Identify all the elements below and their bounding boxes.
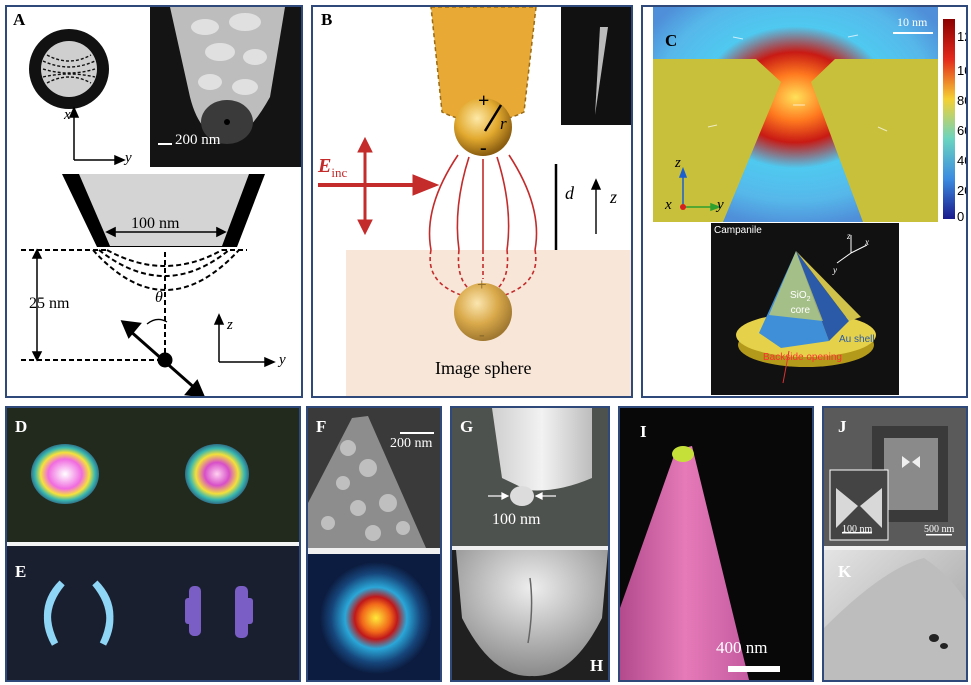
scale-label: 100 nm <box>492 511 541 528</box>
panel-label-j: J <box>838 417 847 436</box>
tip-sem-image <box>150 7 301 167</box>
colorbar-tick-6: 0 <box>957 209 965 224</box>
charge-minus-top: - <box>480 137 487 159</box>
aperture-schematic <box>21 174 276 396</box>
panel-a: A 200 nm x y <box>5 5 303 398</box>
axis-x-label: x <box>665 197 672 213</box>
scale-label: 500 nm <box>924 524 955 535</box>
image-sphere-caption: Image sphere <box>435 358 532 378</box>
charge-plus-top: + <box>478 90 490 112</box>
axis3-z-label: z <box>847 231 851 241</box>
radius-label: r <box>500 114 507 133</box>
scale-bar-label: 200 nm <box>390 436 433 451</box>
image-minus: - <box>479 325 485 344</box>
panel-f: F 200 nm <box>306 406 442 682</box>
core-label: SiO2 core <box>790 290 811 316</box>
panel-label-e: E <box>15 562 27 581</box>
shell-label: Au shell <box>839 334 875 345</box>
panel-label: I <box>640 422 647 441</box>
tip-sem-and-spot <box>308 408 440 680</box>
mode-images <box>7 444 299 680</box>
panel-label-d: D <box>15 417 28 436</box>
theta-label: θ <box>155 289 163 306</box>
axis3-y-label: y <box>833 265 837 275</box>
scale-bar-label: 400 nm <box>716 638 768 657</box>
axis-z-label: z <box>675 155 681 171</box>
xy-axes <box>68 106 126 165</box>
panel-label-h: H <box>590 656 604 675</box>
scale-bar-label: 10 nm <box>897 15 928 29</box>
axis-y-label: y <box>125 150 132 166</box>
opening-label: Backside opening <box>763 352 842 363</box>
panel-label: C <box>665 31 678 50</box>
panel-i: I 400 nm <box>618 406 814 682</box>
field-map <box>653 7 955 222</box>
panel-label-k: K <box>838 562 852 581</box>
panel-label: B <box>321 10 333 29</box>
axis-x-label: x <box>64 107 71 123</box>
panel-jk: J 100 nm 500 nm K <box>822 406 968 682</box>
colorbar-tick-1: 100 <box>957 63 966 78</box>
colorbar-tick-5: 20 <box>957 183 966 198</box>
axis-y2-label: y <box>279 352 286 368</box>
panel-c: C 10 nm 120 100 80 60 40 20 0 z x y Camp… <box>641 5 968 398</box>
colorbar-tick-3: 60 <box>957 123 966 138</box>
distance-label: d <box>565 183 574 203</box>
panel-b: B r + - <box>311 5 633 398</box>
panel-gh: G 100 nm H <box>450 406 610 682</box>
image-plus: + <box>477 275 487 294</box>
inset-scale-label: 100 nm <box>842 524 873 535</box>
colorbar-tick-2: 80 <box>957 93 966 108</box>
bowtie-sem <box>824 408 966 680</box>
panel-de: D E <box>5 406 301 682</box>
panel-label: F <box>316 417 327 436</box>
panel-label: A <box>13 10 26 29</box>
axis-z-label: z <box>227 317 233 333</box>
axis-y-label: y <box>717 197 724 213</box>
z-axis-label: z <box>610 187 618 207</box>
campanile-render <box>711 223 899 395</box>
colorbar-tick-0: 120 <box>957 29 966 44</box>
field-label: Einc <box>318 155 348 180</box>
aperture-width-label: 100 nm <box>131 215 180 232</box>
probe-sem <box>452 408 608 680</box>
dipole-schematic <box>318 7 631 396</box>
axis3-x-label: x <box>865 237 869 247</box>
campanile-label: Campanile <box>714 225 762 236</box>
scale-bar-label: 200 nm <box>175 132 221 148</box>
colored-tip-sem <box>620 446 780 680</box>
panel-label-g: G <box>460 417 474 436</box>
colorbar-tick-4: 40 <box>957 153 966 168</box>
fiber-cross-section-icon <box>29 29 109 109</box>
depth-label: 25 nm <box>29 295 70 312</box>
